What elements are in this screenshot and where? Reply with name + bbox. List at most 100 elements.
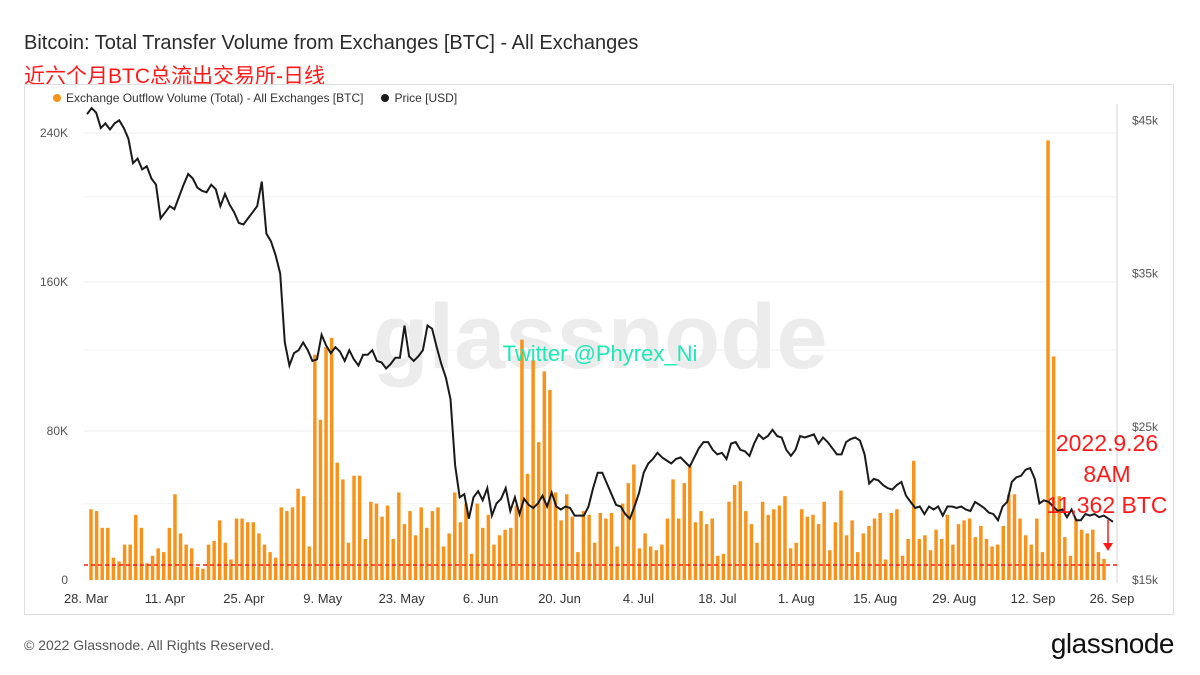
footer-logo[interactable]: glassnode <box>1050 628 1175 659</box>
outflow-bar <box>206 544 211 580</box>
outflow-bar <box>324 347 328 580</box>
outflow-bar <box>973 537 978 580</box>
legend-label-price: Price [USD] <box>394 91 458 105</box>
overlay-twitter: Twitter @Phyrex_Ni <box>503 341 698 366</box>
outflow-bar <box>1057 496 1061 580</box>
outflow-bar <box>458 522 463 580</box>
outflow-bar <box>889 512 894 580</box>
y-right-axis: $15k $25k $35k $45k <box>1132 113 1159 587</box>
outflow-bar <box>89 509 93 580</box>
annotation-value: 11,362 BTC <box>1046 492 1167 518</box>
outflow-bar <box>637 548 642 580</box>
outflow-bar <box>257 533 261 580</box>
outflow-bar <box>632 464 636 580</box>
outflow-bar <box>229 559 233 580</box>
outflow-bar <box>872 518 877 580</box>
outflow-bar <box>537 442 541 580</box>
outflow-bar <box>318 419 323 580</box>
outflow-bar <box>749 524 754 580</box>
outflow-bar <box>995 544 1000 580</box>
outflow-bar <box>245 522 250 580</box>
x-tick-label: 6. Jun <box>463 591 498 606</box>
outflow-bar <box>290 507 295 580</box>
x-tick-label: 15. Aug <box>853 591 897 606</box>
outflow-bar <box>604 518 608 580</box>
outflow-bar <box>279 507 284 580</box>
outflow-bar <box>100 527 104 580</box>
outflow-bar <box>934 529 938 580</box>
outflow-bar <box>296 488 300 580</box>
outflow-bar <box>402 524 407 580</box>
y-right-tick-label: $25k <box>1132 420 1159 434</box>
outflow-bar <box>581 511 586 580</box>
y-left-tick-label: 80K <box>47 424 68 438</box>
outflow-bar <box>564 494 569 580</box>
outflow-bar <box>453 492 457 580</box>
outflow-bar <box>262 544 267 580</box>
outflow-bar <box>369 501 373 580</box>
outflow-bar <box>167 527 172 580</box>
outflow-bar <box>620 503 625 580</box>
outflow-bar <box>900 555 905 580</box>
outflow-bar <box>430 511 435 580</box>
x-tick-label: 23. May <box>379 591 426 606</box>
outflow-bar <box>1046 140 1050 580</box>
y-right-tick-label: $15k <box>1132 573 1159 587</box>
outflow-bar <box>716 555 720 580</box>
outflow-bar <box>699 511 703 580</box>
outflow-bar <box>1063 537 1067 580</box>
outflow-bar <box>397 492 401 580</box>
x-tick-label: 20. Jun <box>538 591 581 606</box>
gridlines <box>84 132 1117 504</box>
outflow-bar <box>223 542 228 580</box>
outflow-bar <box>939 539 944 580</box>
outflow-bar <box>660 544 664 580</box>
outflow-bar <box>967 518 972 580</box>
outflow-bar <box>212 540 216 580</box>
outflow-bar <box>1040 552 1045 580</box>
outflow-bar <box>559 520 563 580</box>
outflow-bar <box>1068 555 1073 580</box>
outflow-bar <box>911 460 916 580</box>
outflow-bar <box>341 479 345 580</box>
outflow-bar <box>738 481 742 580</box>
legend-item-outflow[interactable]: Exchange Outflow Volume (Total) - All Ex… <box>53 91 363 105</box>
outflow-bar <box>492 544 496 580</box>
outflow-bar <box>1085 533 1089 580</box>
outflow-bar <box>150 555 155 580</box>
outflow-bar <box>805 516 810 580</box>
legend-item-price[interactable]: Price [USD] <box>381 91 457 105</box>
outflow-bar <box>772 509 776 580</box>
outflow-bar <box>800 509 804 580</box>
outflow-bar <box>951 544 955 580</box>
outflow-bar <box>486 514 491 580</box>
outflow-bar <box>391 539 395 580</box>
outflow-bar <box>408 511 412 580</box>
outflow-bar <box>447 533 451 580</box>
y-right-tick-label: $45k <box>1132 113 1159 127</box>
outflow-bar <box>1007 494 1011 580</box>
outflow-bar <box>313 354 317 580</box>
outflow-bar <box>106 527 110 580</box>
outflow-bar <box>380 516 384 580</box>
outflow-bar <box>357 475 362 580</box>
x-axis: 28. Mar 11. Apr 25. Apr 9. May 23. May 6. Jun… <box>64 591 1134 606</box>
outflow-bar <box>822 501 826 580</box>
outflow-bar <box>945 514 950 580</box>
outflow-bar <box>1096 552 1101 580</box>
outflow-bar <box>94 511 99 580</box>
outflow-bar <box>783 496 787 580</box>
outflow-bar <box>576 552 580 580</box>
outflow-bar <box>441 546 446 580</box>
annotation-date: 2022.9.26 <box>1056 430 1158 456</box>
chart-title: Bitcoin: Total Transfer Volume from Exch… <box>24 32 639 54</box>
outflow-bar <box>273 557 278 580</box>
outflow-bar <box>682 483 686 580</box>
outflow-bar <box>732 485 737 580</box>
outflow-bar <box>385 505 390 580</box>
outflow-bar <box>548 390 552 580</box>
outflow-bar <box>615 546 619 580</box>
outflow-bar <box>1001 525 1005 580</box>
outflow-bar <box>643 533 647 580</box>
